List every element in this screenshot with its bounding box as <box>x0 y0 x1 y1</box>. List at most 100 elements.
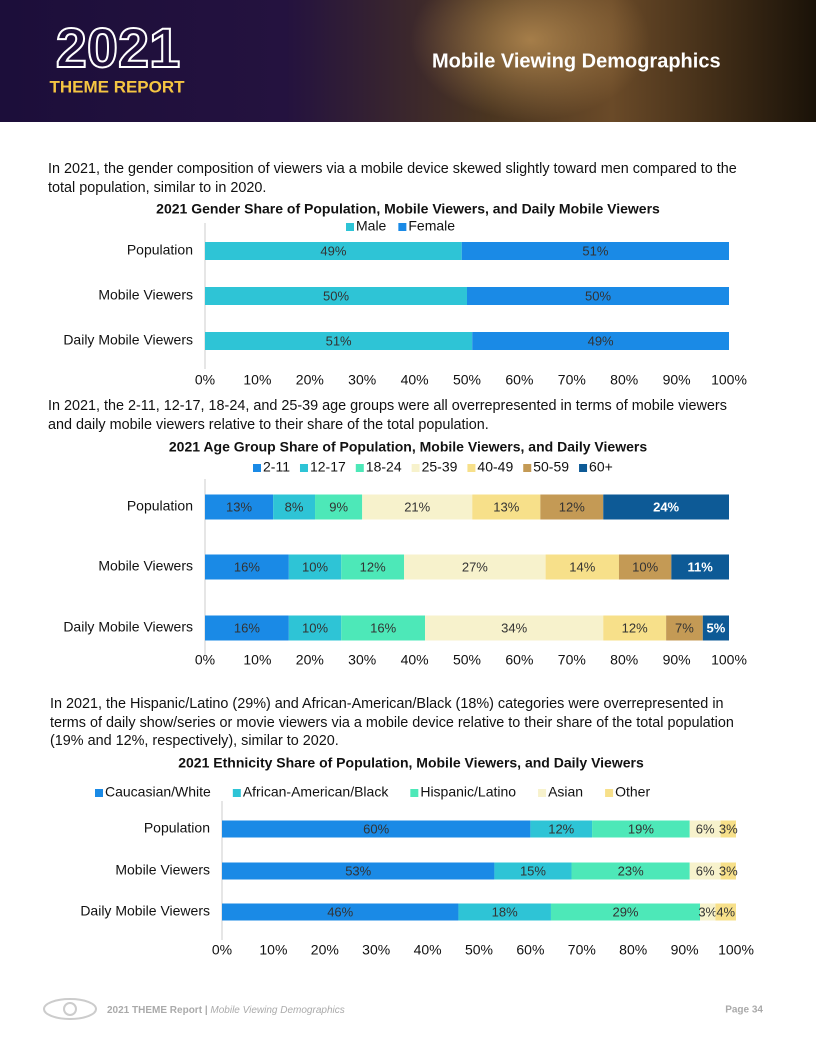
value-label: 8% <box>285 499 304 514</box>
category-label: Daily Mobile Viewers <box>63 332 193 348</box>
value-label: 6% <box>696 863 715 878</box>
logo-year: 2021 <box>56 16 181 79</box>
chart-title: 2021 Gender Share of Population, Mobile … <box>156 201 660 217</box>
x-tick-label: 50% <box>465 942 493 958</box>
legend-label: Male <box>356 218 387 234</box>
paragraph: In 2021, the Hispanic/Latino (29%) and A… <box>50 696 734 749</box>
bar-segment <box>222 820 531 838</box>
x-tick-label: 0% <box>195 652 215 668</box>
category-label: Population <box>144 820 210 836</box>
value-label: 23% <box>618 863 644 878</box>
legend-label: African-American/Black <box>243 784 389 800</box>
bar-segment <box>700 903 716 921</box>
x-tick-label: 30% <box>362 942 390 958</box>
x-tick-label: 40% <box>414 942 442 958</box>
legend-swatch <box>299 464 308 472</box>
bar-segment <box>592 820 690 838</box>
bar-segment <box>315 494 363 520</box>
x-tick-label: 40% <box>401 652 429 668</box>
value-label: 50% <box>323 288 349 303</box>
value-label: 10% <box>302 620 328 635</box>
header-photo <box>410 0 650 120</box>
value-label: 16% <box>234 620 260 635</box>
bar-segment <box>603 494 729 520</box>
legend-label: 50-59 <box>533 459 569 475</box>
x-tick-label: 0% <box>195 372 215 388</box>
value-label: 21% <box>404 499 430 514</box>
value-label: 50% <box>585 288 611 303</box>
bar-segment <box>618 554 672 580</box>
value-label: 10% <box>302 559 328 574</box>
value-label: 14% <box>569 559 595 574</box>
footer-text: 2021 THEME Report | Mobile Viewing Demog… <box>107 1005 345 1016</box>
legend-swatch <box>346 223 354 231</box>
legend-label: Caucasian/White <box>105 784 211 800</box>
x-tick-label: 20% <box>296 372 324 388</box>
legend-swatch <box>410 789 419 797</box>
category-label: Population <box>127 242 193 258</box>
bar-segment <box>545 554 619 580</box>
legend-label: 2-11 <box>263 459 290 475</box>
bar-segment <box>288 554 342 580</box>
value-label: 15% <box>520 863 546 878</box>
legend-label: Asian <box>548 784 583 800</box>
legend-label: Female <box>408 218 455 234</box>
bar-segment <box>205 287 467 305</box>
bar-segment <box>404 554 546 580</box>
x-tick-label: 60% <box>505 372 533 388</box>
header-banner <box>0 0 816 122</box>
category-label: Mobile Viewers <box>98 287 193 303</box>
x-tick-label: 50% <box>453 372 481 388</box>
x-tick-label: 70% <box>568 942 596 958</box>
bar-segment <box>362 494 473 520</box>
x-tick-label: 0% <box>212 942 232 958</box>
x-tick-label: 30% <box>348 372 376 388</box>
bar-segment <box>540 494 604 520</box>
value-label: 51% <box>326 333 352 348</box>
value-label: 12% <box>548 821 574 836</box>
legend-swatch <box>411 464 420 472</box>
value-label: 12% <box>622 620 648 635</box>
bar-segment <box>530 820 593 838</box>
bar-segment <box>666 615 703 641</box>
bar-segment <box>341 554 405 580</box>
value-label: 13% <box>226 499 252 514</box>
legend-label: 25-39 <box>422 459 458 475</box>
value-label: 13% <box>493 499 519 514</box>
value-label: 12% <box>360 559 386 574</box>
bar-segment <box>689 820 721 838</box>
value-label: 19% <box>628 821 654 836</box>
legend-swatch <box>538 789 547 797</box>
category-label: Mobile Viewers <box>115 862 210 878</box>
value-label: 3% <box>698 904 717 919</box>
value-label: 9% <box>329 499 348 514</box>
bar-segment <box>341 615 426 641</box>
x-tick-label: 80% <box>610 372 638 388</box>
x-tick-label: 80% <box>619 942 647 958</box>
legend-swatch <box>398 223 407 231</box>
value-label: 7% <box>675 620 694 635</box>
paragraph: In 2021, the 2-11, 12-17, 18-24, and 25-… <box>48 398 727 433</box>
x-tick-label: 40% <box>401 372 429 388</box>
bar-segment <box>603 615 667 641</box>
x-tick-label: 70% <box>558 372 586 388</box>
x-tick-label: 100% <box>711 652 747 668</box>
x-tick-label: 90% <box>663 652 691 668</box>
bar-segment <box>205 494 274 520</box>
legend-swatch <box>355 464 364 472</box>
value-label: 34% <box>501 620 527 635</box>
value-label: 24% <box>653 499 679 514</box>
value-label: 4% <box>716 904 735 919</box>
chart-title: 2021 Age Group Share of Population, Mobi… <box>169 439 647 455</box>
bar-segment <box>425 615 604 641</box>
footer-logo-ring <box>63 1002 77 1016</box>
value-label: 18% <box>492 904 518 919</box>
legend-swatch <box>579 464 588 472</box>
x-tick-label: 20% <box>296 652 324 668</box>
footer-section: Mobile Viewing Demographics <box>210 1005 344 1016</box>
legend-label: Hispanic/Latino <box>420 784 516 800</box>
value-label: 12% <box>559 499 585 514</box>
value-label: 6% <box>696 821 715 836</box>
value-label: 53% <box>345 863 371 878</box>
